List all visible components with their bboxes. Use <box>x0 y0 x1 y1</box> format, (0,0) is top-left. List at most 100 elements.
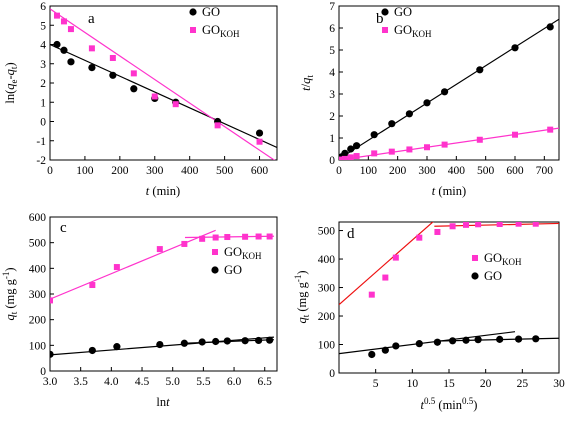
x-tick-label: 0 <box>47 165 53 177</box>
data-point-go <box>198 338 206 346</box>
data-point-go <box>368 350 376 359</box>
data-point-go <box>511 44 519 52</box>
data-point-go-koh <box>388 148 395 155</box>
x-tick-label: 100 <box>360 165 378 177</box>
x-axis-title: t (min) <box>432 184 466 198</box>
data-point-go-koh <box>214 122 221 129</box>
data-point-go-koh <box>242 233 249 240</box>
data-point-go-koh <box>392 254 399 261</box>
x-tick-label: 3.5 <box>73 376 88 388</box>
plot-frame <box>49 5 278 161</box>
legend-marker <box>189 8 197 16</box>
data-point-go <box>388 120 396 128</box>
y-tick-label: 2 <box>329 111 335 123</box>
legend-label: GOKOH <box>484 251 522 267</box>
y-tick-label: 3 <box>40 59 46 71</box>
fit-line-go-koh <box>50 229 216 300</box>
y-tick-label: 5 <box>40 20 46 32</box>
data-point-go <box>130 85 138 93</box>
data-point-go-koh <box>475 222 482 228</box>
x-tick-label: 0 <box>336 165 342 177</box>
x-tick-label: 3.0 <box>43 376 58 388</box>
x-tick-label: 30 <box>553 378 565 390</box>
data-point-go <box>347 145 355 153</box>
data-point-go-koh <box>532 222 539 227</box>
data-point-go-koh <box>224 234 231 241</box>
data-point-go-koh <box>382 274 389 281</box>
data-point-go <box>392 342 400 350</box>
panel-letter: b <box>376 11 384 27</box>
data-point-go <box>476 66 484 74</box>
x-tick-label: 5.0 <box>166 376 181 388</box>
x-tick-label: 6.0 <box>227 376 242 388</box>
data-point-go-koh <box>199 235 206 242</box>
data-point-go <box>255 129 264 137</box>
data-point-go <box>223 337 231 345</box>
y-tick-label: -1 <box>36 136 46 148</box>
data-point-go-koh <box>353 153 360 160</box>
x-tick-label: 5.5 <box>196 376 211 388</box>
data-layer <box>50 229 274 358</box>
data-point-go-koh <box>347 154 354 160</box>
y-tick-label: 3 <box>329 89 335 101</box>
x-tick-label: 6.5 <box>258 376 273 388</box>
data-point-go-koh <box>424 144 430 151</box>
y-tick-label: 100 <box>29 340 47 352</box>
data-point-go <box>441 88 449 96</box>
x-tick-label: 25 <box>517 378 529 390</box>
x-tick-label: 700 <box>536 165 554 177</box>
data-layer <box>50 8 277 160</box>
data-point-go-koh <box>88 45 95 52</box>
legend: GOKOH GO <box>471 251 522 283</box>
y-tick-label: 200 <box>318 311 336 323</box>
panel-letter: d <box>347 226 355 242</box>
y-tick-label: 200 <box>29 315 47 327</box>
data-point-go-koh <box>434 228 441 235</box>
y-tick-label: 300 <box>29 289 47 301</box>
data-point-go <box>67 58 75 66</box>
y-tick-label: 400 <box>318 254 336 266</box>
panel-b: 0 100 200 300 400 500 600 700 0 1 2 3 4 5 6 7 t (min) t/q… <box>299 1 560 198</box>
legend-label: GO <box>202 5 220 19</box>
x-tick-label: 400 <box>181 165 199 177</box>
data-point-go <box>109 71 117 79</box>
legend-label: GOKOH <box>202 23 240 39</box>
data-point-go <box>50 350 54 358</box>
legend-marker <box>472 255 478 261</box>
data-point-go-koh <box>416 234 423 241</box>
data-point-go-koh <box>212 234 219 241</box>
data-point-go <box>341 149 349 157</box>
panel-letter: a <box>88 11 95 27</box>
legend-label: GO <box>394 5 412 19</box>
data-point-go <box>433 338 442 346</box>
data-point-go <box>60 46 68 54</box>
x-tick-label: 4.5 <box>135 376 150 388</box>
x-axis-title: t0.5 (min0.5) <box>421 396 478 412</box>
data-point-go-koh <box>130 70 137 77</box>
data-point-go <box>546 23 554 31</box>
y-tick-label: 1 <box>329 133 335 145</box>
y-tick-label: 600 <box>29 212 47 224</box>
fit-line-go <box>50 43 277 149</box>
y-tick-label: 0 <box>329 368 335 380</box>
fit-line-go <box>339 18 559 160</box>
data-point-go <box>514 335 523 343</box>
data-point-go-koh <box>547 126 554 133</box>
x-tick-label: 4.0 <box>104 376 119 388</box>
data-point-go-koh <box>89 282 96 289</box>
plot-frame <box>338 5 560 161</box>
legend: GO GOKOH <box>381 5 432 39</box>
legend: GO GOKOH <box>189 5 240 39</box>
x-tick-label: 20 <box>480 378 492 390</box>
y-tick-label: 6 <box>40 1 46 13</box>
x-tick-label: 15 <box>443 378 455 390</box>
data-point-go <box>496 335 504 343</box>
data-point-go-koh <box>156 246 163 253</box>
y-tick-label: -2 <box>36 155 46 167</box>
data-layer <box>339 222 559 359</box>
data-point-go-koh <box>113 264 120 271</box>
x-tick-label: 300 <box>146 165 164 177</box>
x-tick-label: 500 <box>477 165 495 177</box>
data-point-go-koh <box>109 54 116 61</box>
